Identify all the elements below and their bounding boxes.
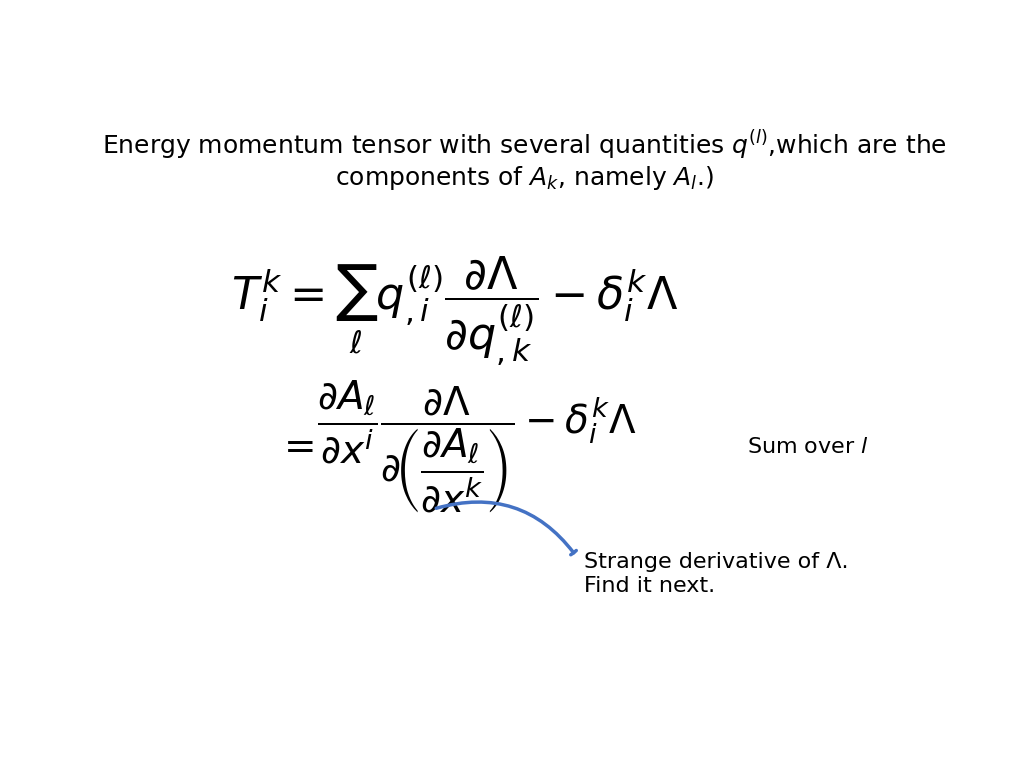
Text: Energy momentum tensor with several quantities $q^{(l)}$,which are the: Energy momentum tensor with several quan… [102, 128, 947, 162]
Text: $=$: $=$ [275, 429, 313, 465]
Text: components of $A_{k}$, namely $A_{l}$.): components of $A_{k}$, namely $A_{l}$.) [335, 164, 715, 192]
Text: Sum over $l$: Sum over $l$ [748, 437, 868, 457]
Text: Find it next.: Find it next. [585, 576, 716, 596]
Text: $T_{i}^{k} = \sum_{\ell} q_{,i}^{(\ell)} \dfrac{\partial \Lambda}{\partial q_{,k: $T_{i}^{k} = \sum_{\ell} q_{,i}^{(\ell)}… [231, 254, 679, 368]
Text: $\dfrac{\partial A_{\ell}}{\partial x^{i}} \dfrac{\partial \Lambda}{\partial \!\: $\dfrac{\partial A_{\ell}}{\partial x^{i… [317, 379, 637, 515]
Text: Strange derivative of Λ.: Strange derivative of Λ. [585, 552, 849, 572]
